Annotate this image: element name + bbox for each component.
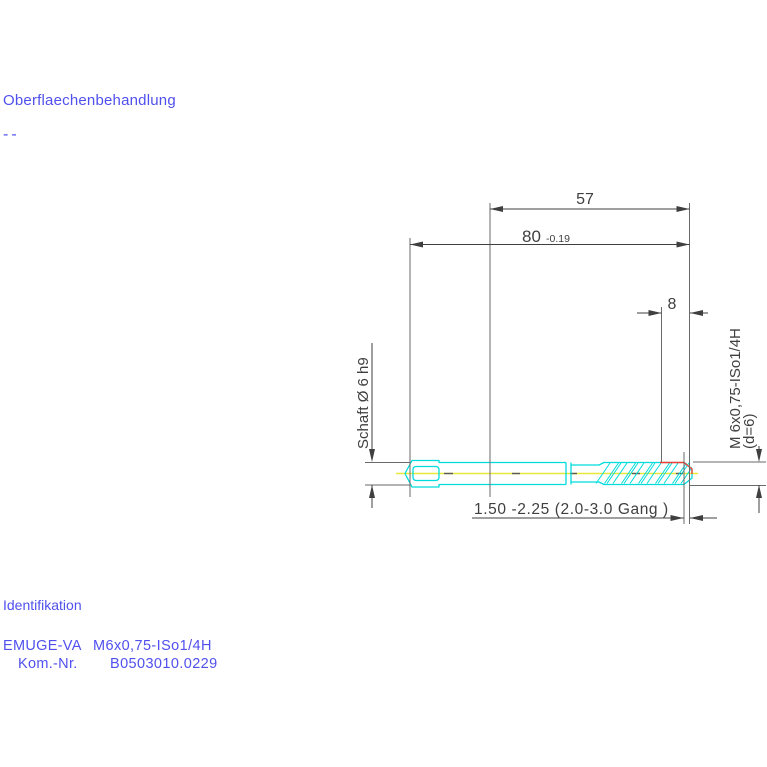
dimension-chamfer: 1.50 -2.25 (2.0-3.0 Gang ) <box>472 501 717 521</box>
brand-label: EMUGE-VA <box>3 638 82 654</box>
extension-lines <box>365 203 766 524</box>
dim-8-text: 8 <box>668 296 677 313</box>
tap-outline <box>404 459 693 488</box>
dimension-57: 57 <box>490 191 690 212</box>
dimension-thread: M 6x0,75-ISo1/4H (d=6) <box>727 328 762 513</box>
dimension-shank: Schaft Ø 6 h9 <box>355 343 375 508</box>
square-flats <box>412 465 440 482</box>
shank-label: Schaft Ø 6 h9 <box>355 357 372 449</box>
dim-80-text: 80 <box>522 227 541 246</box>
surface-treatment-value: -- <box>3 126 20 143</box>
kom-nr-value: B0503010.0229 <box>110 656 218 672</box>
kom-nr-label: Kom.-Nr. <box>18 656 78 672</box>
thread-sublabel: (d=6) <box>741 414 758 449</box>
arrowhead <box>676 206 690 212</box>
dim-57-text: 57 <box>576 191 594 208</box>
arrowhead <box>756 485 762 498</box>
chamfer-dim-text: 1.50 -2.25 (2.0-3.0 Gang ) <box>474 501 669 518</box>
thread-label: M 6x0,75-ISo1/4H <box>727 328 744 449</box>
arrowhead <box>756 449 762 462</box>
chamfer-marking <box>660 461 693 474</box>
arrowhead <box>670 515 684 521</box>
arrowhead <box>676 241 690 248</box>
arrowhead <box>648 310 662 316</box>
arrowhead <box>690 310 703 316</box>
dimension-8: 8 <box>637 296 708 316</box>
arrowhead <box>369 485 375 498</box>
thread-spec-label: M6x0,75-ISo1/4H <box>93 638 212 654</box>
thread-flutes <box>595 462 692 484</box>
arrowhead <box>410 241 423 248</box>
dim-80-tolerance: -0.19 <box>546 233 570 245</box>
arrowhead <box>490 206 503 212</box>
identification-label: Identifikation <box>3 597 82 613</box>
dimension-80: 80 -0.19 <box>410 227 690 248</box>
surface-treatment-label: Oberflaechenbehandlung <box>3 92 176 109</box>
arrowhead <box>690 515 703 521</box>
arrowhead <box>369 449 375 462</box>
